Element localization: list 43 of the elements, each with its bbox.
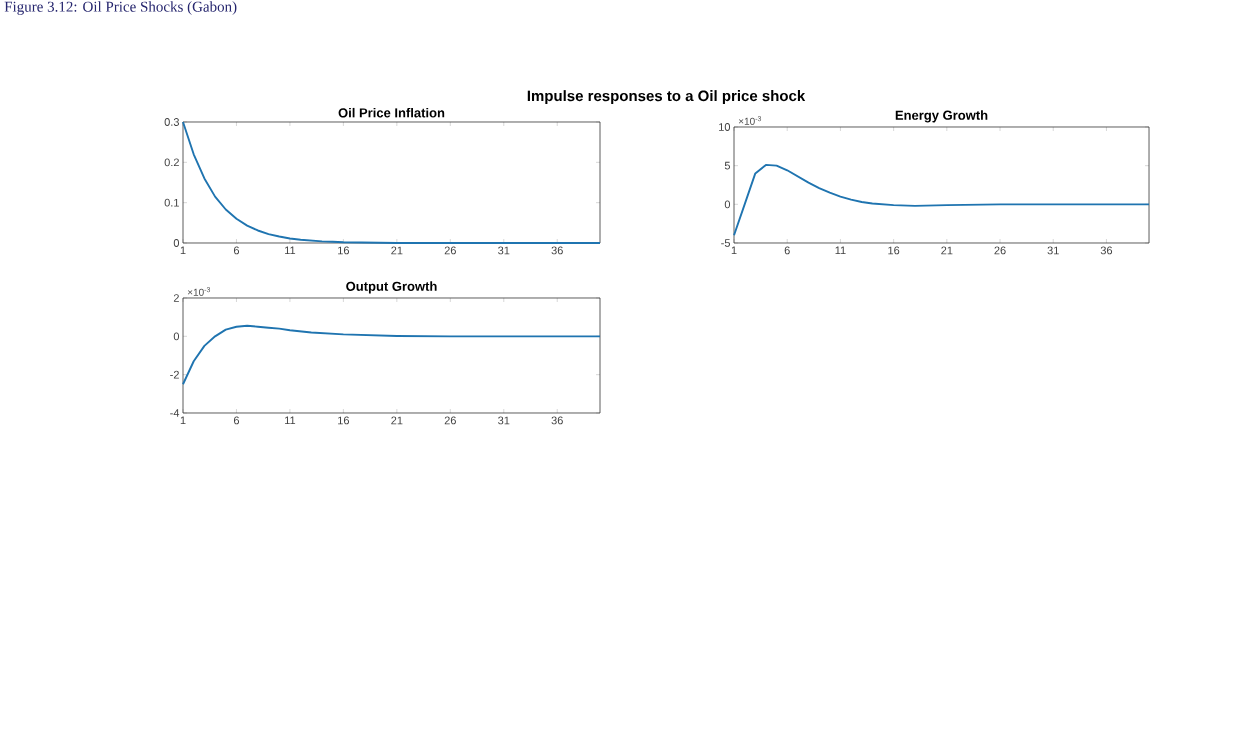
- chart-title: Oil Price Inflation: [338, 107, 445, 118]
- x-tick-label: 11: [285, 416, 296, 425]
- chart-title: Output Growth: [346, 281, 437, 294]
- y-tick-label: -2: [170, 370, 179, 379]
- x-tick-label: 11: [285, 246, 296, 255]
- x-tick-label: 16: [888, 246, 900, 255]
- x-tick-label: 1: [731, 246, 737, 255]
- text: Impulse responses to a Oil price shock: [527, 90, 806, 105]
- x-tick-label: 21: [391, 416, 403, 425]
- x-tick-label: 6: [784, 246, 790, 255]
- x-tick-label: 6: [233, 416, 240, 425]
- x-tick-label: 1: [180, 246, 186, 255]
- x-tick-label: 31: [1047, 246, 1059, 255]
- y-tick-label: 2: [173, 294, 179, 302]
- x-tick-label: 16: [338, 416, 350, 425]
- x-tick-label: 26: [994, 246, 1006, 255]
- text: ×10$^{-3}$: [738, 116, 762, 125]
- x-tick-label: 36: [551, 416, 563, 425]
- caption: Figure 3.12: Oil Price Shocks (Gabon): [4, 1, 237, 15]
- y-tick-label: -4: [170, 409, 180, 417]
- text: ×10$^{-3}$: [187, 287, 211, 296]
- y-tick-label: 0.3: [164, 118, 179, 126]
- y-tick-label: -5: [721, 239, 731, 247]
- x-tick-label: 1: [180, 416, 186, 425]
- x-tick-label: 21: [391, 246, 403, 255]
- y-tick-label: 10: [719, 123, 731, 131]
- y-tick-label: 5: [724, 161, 731, 170]
- x-tick-label: 31: [498, 246, 510, 255]
- x-tick-label: 11: [835, 246, 846, 255]
- x-tick-label: 6: [233, 246, 240, 255]
- x-tick-label: 36: [551, 246, 563, 255]
- x-tick-label: 31: [498, 416, 510, 425]
- x-tick-label: 16: [338, 246, 350, 255]
- y-tick-label: 0: [173, 332, 180, 341]
- x-tick-label: 21: [941, 246, 953, 255]
- y-tick-label: 0.2: [164, 158, 179, 167]
- x-tick-label: 26: [444, 246, 456, 255]
- y-tick-label: 0: [173, 239, 180, 247]
- y-tick-label: 0.1: [164, 198, 179, 207]
- y-tick-label: 0: [724, 200, 731, 209]
- x-tick-label: 26: [444, 416, 456, 425]
- x-tick-label: 36: [1100, 246, 1113, 255]
- chart-title: Energy Growth: [895, 110, 988, 123]
